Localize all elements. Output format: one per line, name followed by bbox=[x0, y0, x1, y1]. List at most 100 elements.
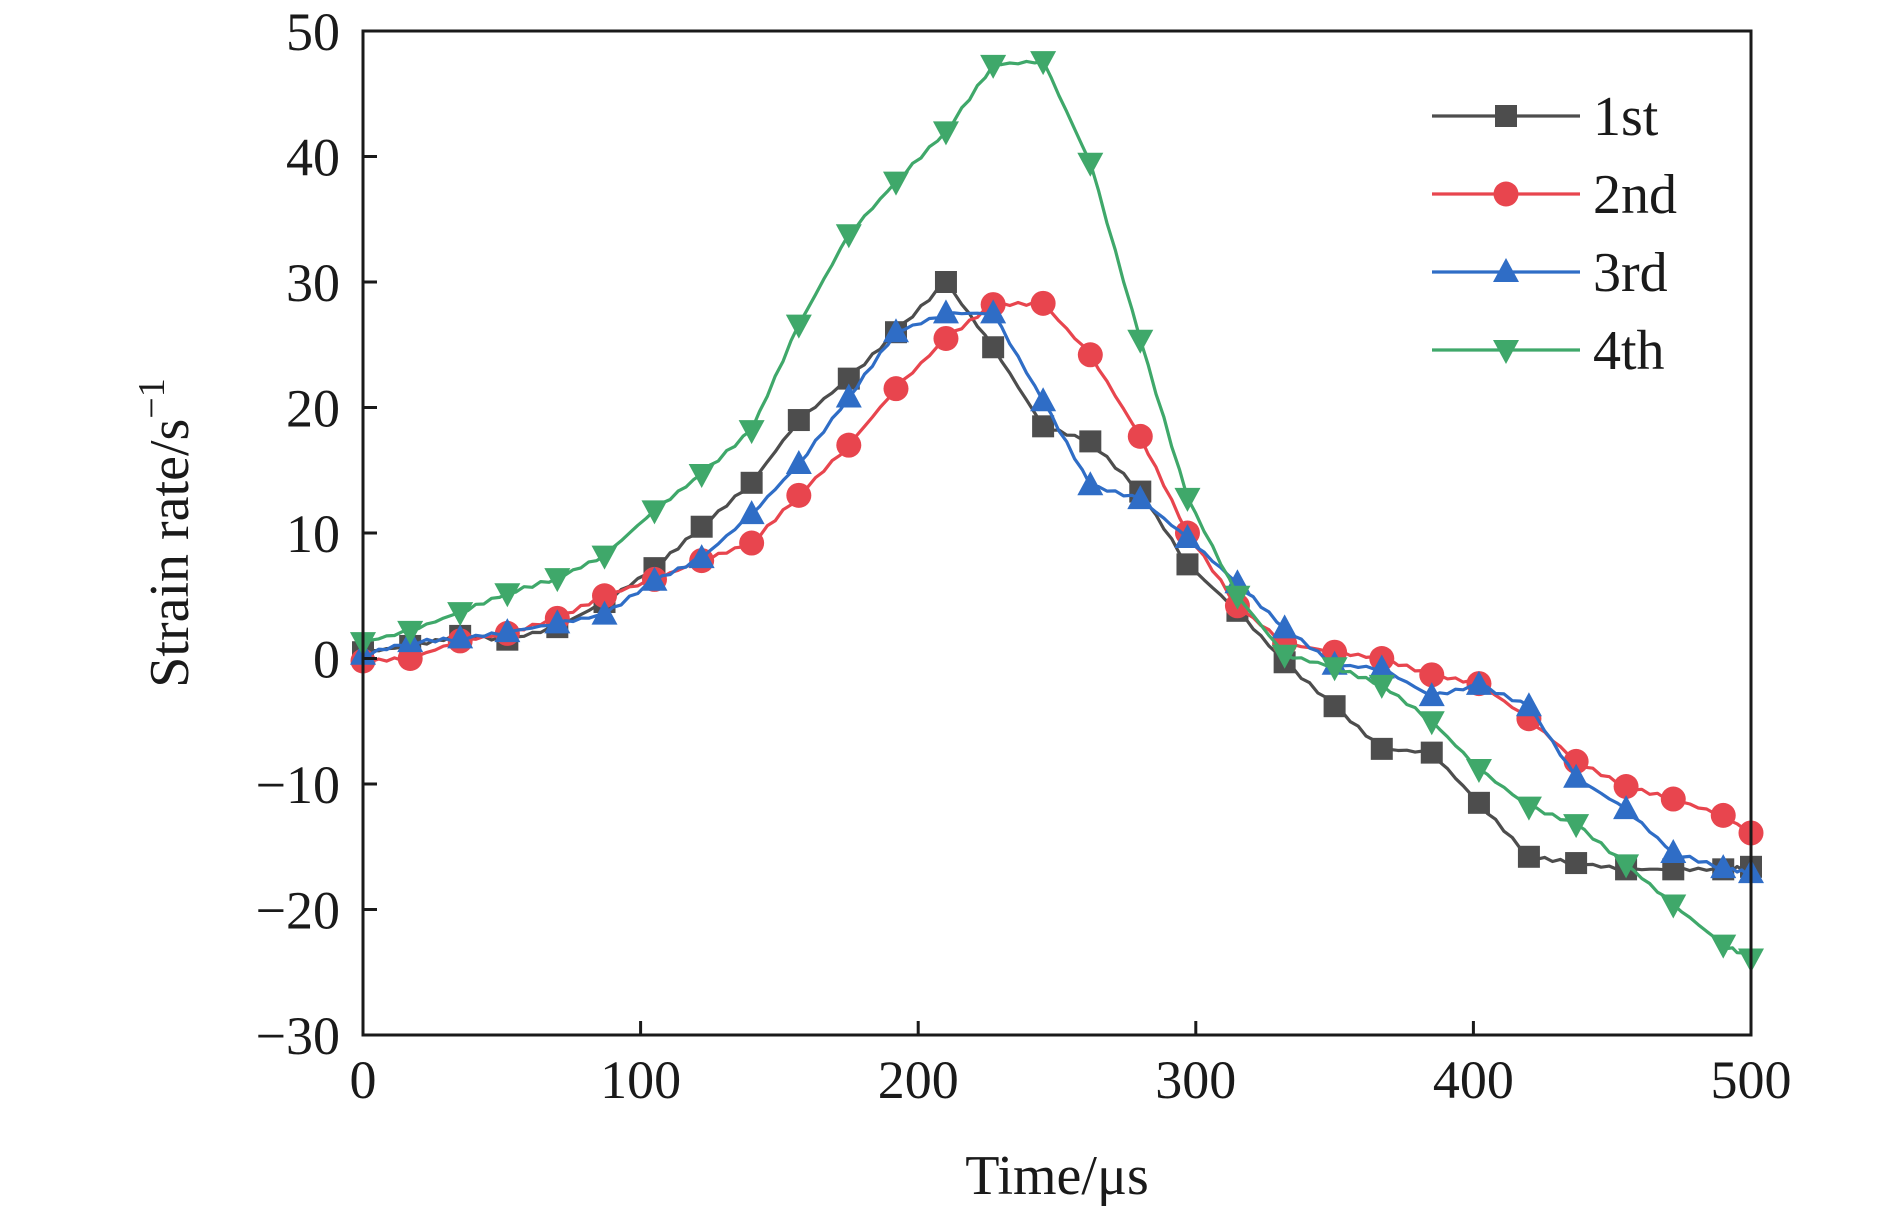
legend: 1st 2nd 3rd 4th bbox=[1432, 86, 1677, 382]
y-tick-label: 40 bbox=[286, 128, 340, 188]
data-point-2nd bbox=[933, 325, 959, 351]
series-line-2nd bbox=[362, 300, 1752, 835]
series-layer bbox=[350, 51, 1764, 973]
data-point-4th bbox=[1563, 814, 1590, 839]
data-point-3rd bbox=[932, 299, 959, 324]
data-point-1st bbox=[837, 367, 860, 390]
data-point-1st bbox=[1032, 415, 1055, 438]
data-point-4th bbox=[397, 620, 424, 645]
data-point-3rd bbox=[738, 500, 765, 525]
data-point-4th bbox=[1077, 152, 1104, 177]
data-point-3rd bbox=[1710, 854, 1737, 879]
y-tick-label: −30 bbox=[256, 1006, 340, 1066]
data-point-3rd bbox=[1660, 839, 1687, 864]
data-point-4th bbox=[835, 224, 862, 249]
data-point-2nd bbox=[1419, 662, 1445, 688]
data-point-2nd bbox=[739, 530, 765, 556]
data-point-1st bbox=[1517, 845, 1540, 868]
data-point-3rd bbox=[1368, 654, 1395, 679]
legend-item-4th: 4th bbox=[1432, 320, 1665, 382]
y-axis-title-superscript: −1 bbox=[131, 378, 173, 418]
series-2nd bbox=[350, 290, 1764, 846]
data-point-4th bbox=[447, 602, 474, 627]
data-point-1st bbox=[1662, 858, 1685, 881]
data-point-1st bbox=[1176, 553, 1199, 576]
data-point-3rd bbox=[641, 566, 668, 591]
data-point-1st bbox=[787, 409, 810, 432]
legend-item-1st: 1st bbox=[1432, 86, 1659, 148]
data-point-4th bbox=[1515, 796, 1542, 821]
data-point-3rd bbox=[688, 544, 715, 569]
data-point-3rd bbox=[447, 624, 474, 649]
data-point-4th bbox=[1418, 711, 1445, 736]
legend-label: 2nd bbox=[1593, 164, 1677, 226]
data-point-1st bbox=[1323, 695, 1346, 718]
data-point-3rd bbox=[1465, 670, 1492, 695]
data-point-1st bbox=[1370, 737, 1393, 760]
data-point-3rd bbox=[1418, 682, 1445, 707]
data-point-2nd bbox=[1613, 774, 1639, 800]
x-tick-label: 400 bbox=[1433, 1050, 1514, 1110]
data-point-3rd bbox=[835, 383, 862, 408]
y-tick-label: 10 bbox=[286, 504, 340, 564]
legend-marker bbox=[1493, 340, 1519, 364]
data-point-2nd bbox=[397, 646, 423, 671]
series-3rd bbox=[350, 299, 1764, 884]
data-point-1st bbox=[690, 515, 713, 538]
data-point-2nd bbox=[1077, 342, 1103, 368]
y-tick-label: −10 bbox=[256, 755, 340, 815]
series-line-1st bbox=[362, 280, 1752, 873]
y-axis-title-main: Strain rate/s bbox=[139, 419, 201, 688]
data-point-3rd bbox=[1077, 471, 1104, 496]
y-tick-label: 20 bbox=[286, 379, 340, 439]
x-tick-label: 200 bbox=[878, 1050, 959, 1110]
data-point-2nd bbox=[786, 482, 812, 508]
legend-marker bbox=[1495, 105, 1517, 127]
data-point-3rd bbox=[1563, 763, 1590, 788]
data-point-4th bbox=[1271, 644, 1298, 669]
y-tick-label: 30 bbox=[286, 253, 340, 313]
data-point-4th bbox=[544, 568, 571, 593]
data-point-2nd bbox=[592, 583, 618, 609]
data-point-4th bbox=[980, 54, 1007, 79]
data-point-2nd bbox=[883, 376, 909, 402]
x-axis-title: Time/μs bbox=[965, 1145, 1149, 1207]
series-4th bbox=[350, 51, 1764, 973]
data-point-2nd bbox=[836, 432, 862, 458]
data-point-1st bbox=[982, 336, 1005, 359]
data-point-3rd bbox=[1271, 614, 1298, 639]
data-point-3rd bbox=[980, 299, 1007, 324]
legend-marker bbox=[1493, 181, 1519, 207]
data-point-4th bbox=[1224, 585, 1251, 610]
data-point-3rd bbox=[1515, 692, 1542, 717]
legend-label: 3rd bbox=[1593, 242, 1668, 304]
legend-marker bbox=[1493, 258, 1519, 282]
x-tick-label: 100 bbox=[600, 1050, 681, 1110]
series-line-4th bbox=[362, 59, 1752, 960]
data-point-1st bbox=[1079, 430, 1102, 453]
data-point-4th bbox=[1174, 487, 1201, 512]
y-tick-label: 0 bbox=[313, 630, 340, 690]
series-line-3rd bbox=[362, 311, 1752, 876]
data-point-4th bbox=[1127, 329, 1154, 354]
data-point-2nd bbox=[1127, 423, 1153, 449]
data-point-4th bbox=[494, 583, 521, 608]
data-point-1st bbox=[1565, 852, 1588, 875]
data-point-4th bbox=[882, 171, 909, 196]
data-point-3rd bbox=[1127, 485, 1154, 510]
y-tick-label: 50 bbox=[286, 2, 340, 62]
data-point-2nd bbox=[1660, 786, 1686, 812]
data-point-4th bbox=[932, 121, 959, 146]
data-point-4th bbox=[591, 545, 618, 570]
data-point-4th bbox=[688, 464, 715, 489]
x-tick-label: 300 bbox=[1155, 1050, 1236, 1110]
data-point-2nd bbox=[1710, 802, 1736, 828]
data-point-4th bbox=[1321, 657, 1348, 682]
data-point-4th bbox=[1613, 854, 1640, 879]
data-point-3rd bbox=[544, 609, 571, 634]
x-tick-label: 500 bbox=[1711, 1050, 1792, 1110]
data-point-4th bbox=[785, 314, 812, 339]
data-point-1st bbox=[1467, 791, 1490, 814]
data-point-3rd bbox=[591, 600, 618, 625]
